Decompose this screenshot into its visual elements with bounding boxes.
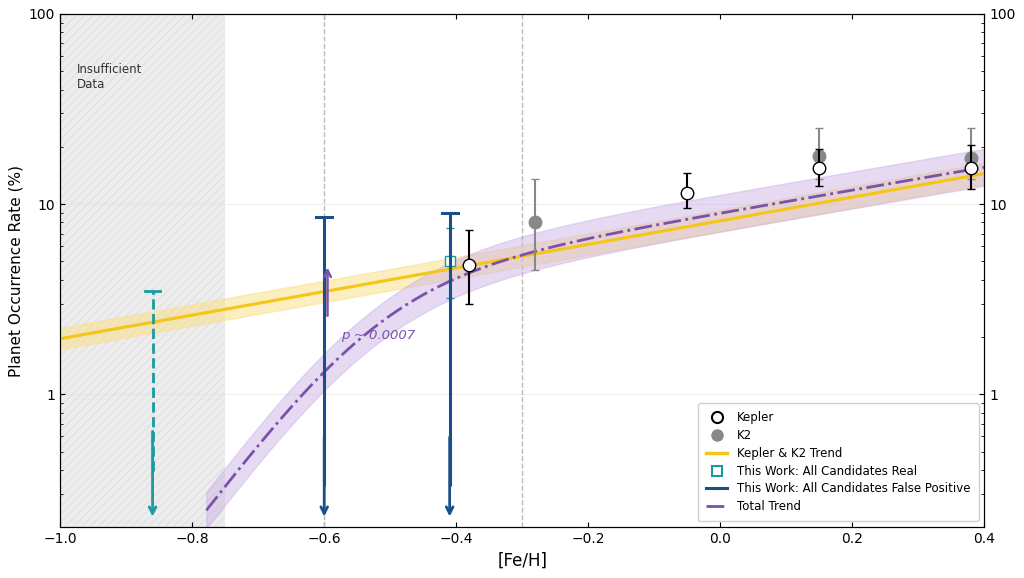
X-axis label: [Fe/H]: [Fe/H] bbox=[498, 551, 547, 570]
Legend: Kepler, K2, Kepler & K2 Trend, This Work: All Candidates Real, This Work: All Ca: Kepler, K2, Kepler & K2 Trend, This Work… bbox=[697, 403, 979, 521]
Text: p ~ 0.0007: p ~ 0.0007 bbox=[341, 329, 415, 342]
Y-axis label: Planet Occurrence Rate (%): Planet Occurrence Rate (%) bbox=[8, 165, 24, 376]
Text: Insufficient
Data: Insufficient Data bbox=[77, 63, 142, 91]
Bar bbox=[60, 14, 225, 527]
